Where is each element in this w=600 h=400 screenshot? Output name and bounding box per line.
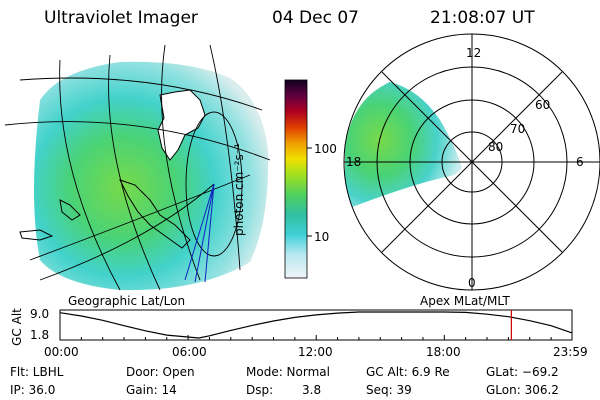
instrument-title: Ultraviolet Imager	[44, 8, 198, 28]
lat-label-60: 60	[535, 98, 551, 112]
ip-status: IP: 36.0	[10, 383, 56, 397]
geographic-image	[4, 44, 271, 291]
alt-xtick-0000: 00:00	[44, 345, 79, 359]
gain-status: Gain: 14	[126, 383, 177, 397]
alt-xtick-1800: 18:00	[426, 345, 461, 359]
seq-status: Seq: 39	[366, 383, 412, 397]
mlt-label-12: 12	[466, 46, 482, 60]
glon-status: GLon: 306.2	[486, 383, 559, 397]
colorbar-tick-10: 10	[314, 230, 330, 244]
gc-alt-status: GC Alt: 6.9 Re	[366, 365, 450, 379]
lat-label-80: 80	[488, 140, 504, 154]
alt-ytick-bottom: 1.8	[30, 328, 50, 342]
colorbar-tick-100: 100	[314, 142, 337, 156]
alt-ylabel: GC Alt	[10, 308, 24, 346]
filter-status: Flt: LBHL	[10, 365, 64, 379]
colorbar-unit-label: photon cm⁻²s⁻¹	[232, 143, 246, 236]
door-status: Door: Open	[126, 365, 195, 379]
mlt-label-0: 0	[468, 276, 476, 290]
observation-time: 21:08:07 UT	[430, 8, 535, 28]
altitude-curve	[59, 311, 573, 339]
alt-ytick-top: 9.0	[30, 307, 50, 321]
lat-label-70: 70	[510, 122, 526, 136]
mlt-label-6: 6	[576, 155, 584, 169]
altitude-plot	[59, 309, 573, 341]
polar-plot	[343, 33, 600, 291]
alt-xtick-0600: 06:00	[172, 345, 207, 359]
alt-xtick-2359: 23:59	[553, 345, 588, 359]
mlt-label-18: 18	[346, 155, 362, 169]
color-bar	[284, 79, 312, 279]
apex-caption: Apex MLat/MLT	[420, 294, 510, 308]
mode-status: Mode: Normal	[246, 365, 330, 379]
glat-status: GLat: −69.2	[486, 365, 559, 379]
geographic-caption: Geographic Lat/Lon	[68, 294, 186, 308]
dsp-value: 3.8	[302, 383, 322, 397]
observation-date: 04 Dec 07	[272, 8, 359, 28]
dsp-label: Dsp:	[246, 383, 274, 397]
alt-xtick-1200: 12:00	[298, 345, 333, 359]
